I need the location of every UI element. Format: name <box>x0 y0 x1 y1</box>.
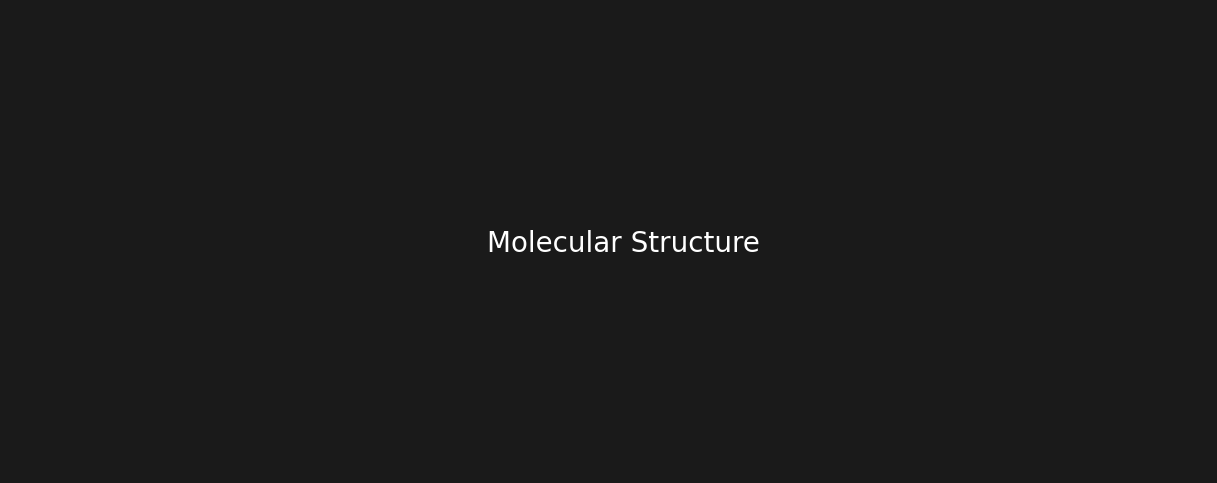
Text: Molecular Structure: Molecular Structure <box>487 230 761 258</box>
